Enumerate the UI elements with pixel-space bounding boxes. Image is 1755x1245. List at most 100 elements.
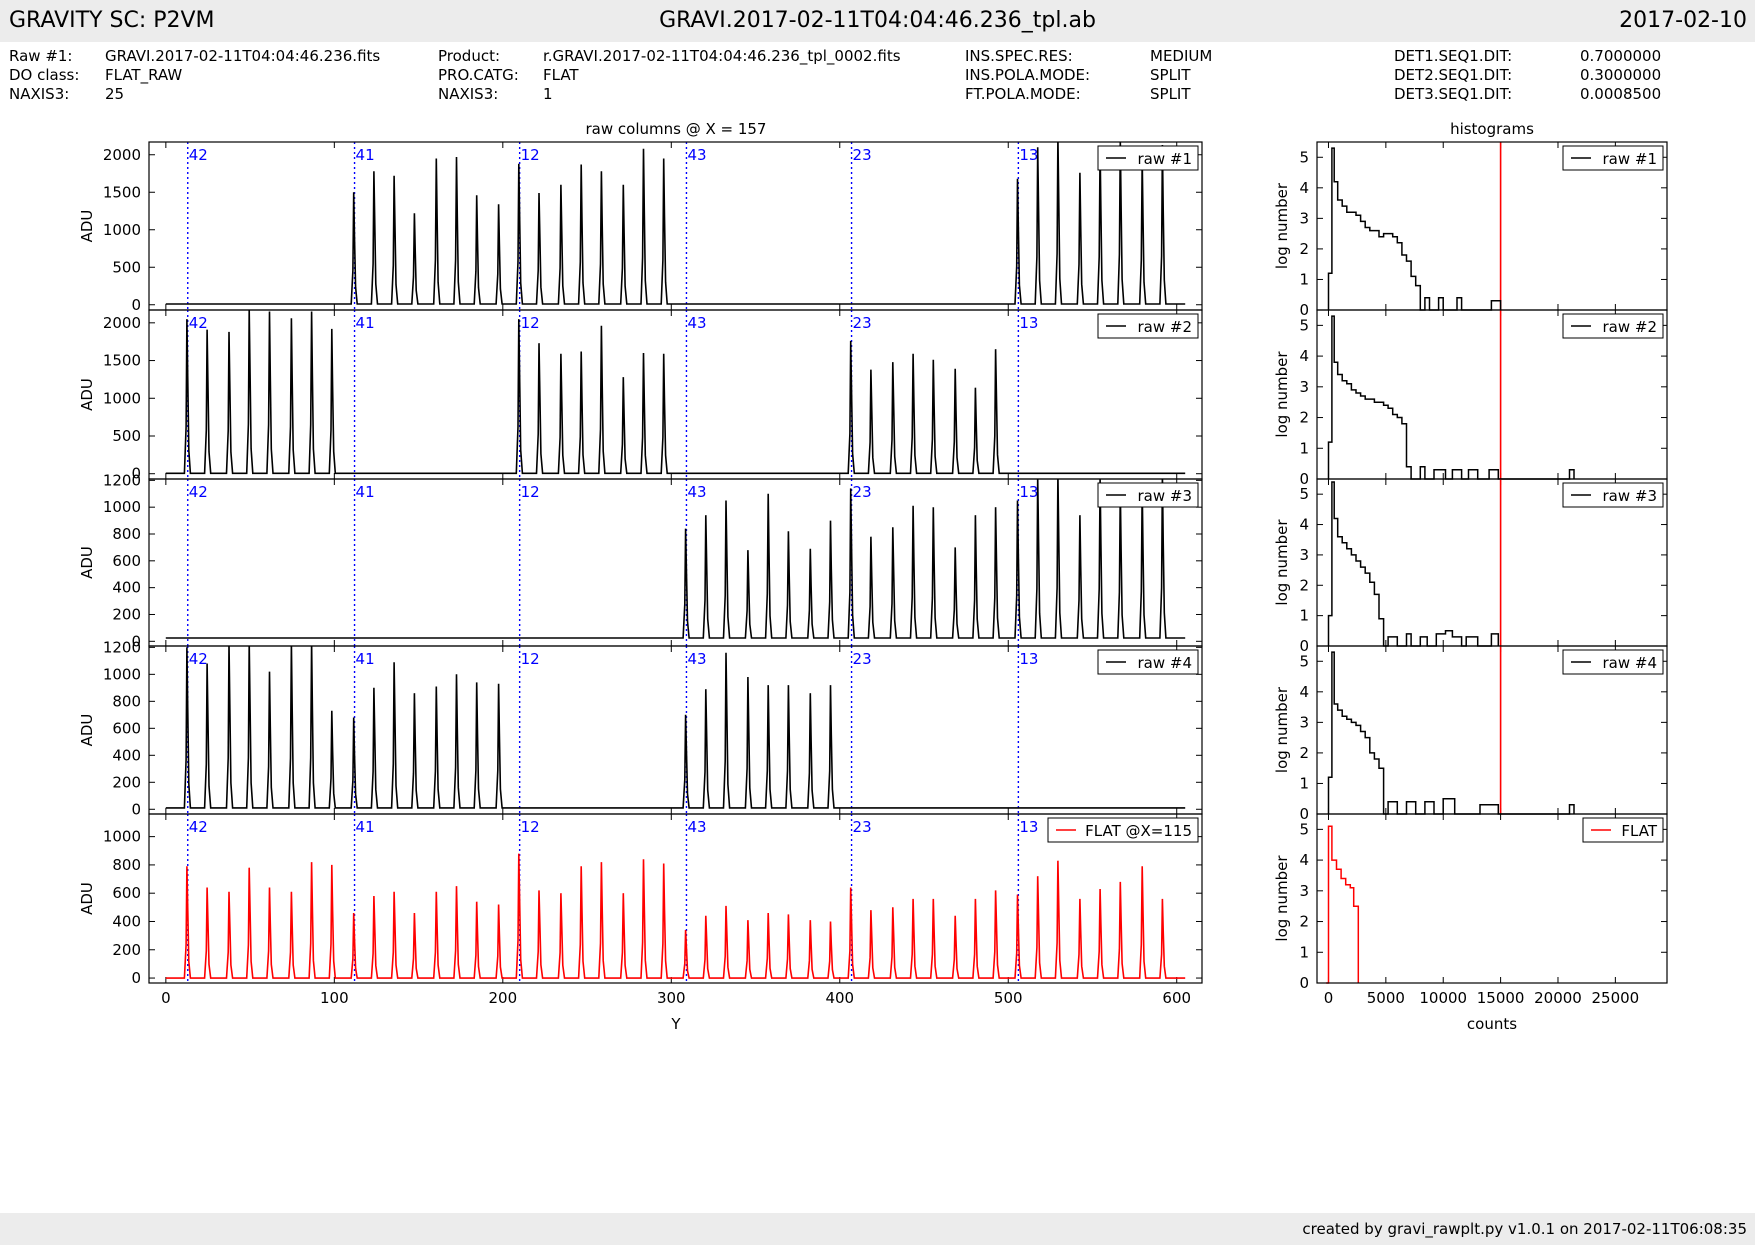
hist-panel-frame [1316,813,1668,984]
raw-ytick-label: 1000 [103,221,141,239]
info-value: FLAT [543,66,579,84]
raw-legend-label: raw #2 [1137,318,1192,336]
raw-panel-frame [148,309,1203,480]
raw-panel-frame [148,478,1203,647]
raw-columns-title: raw columns @ X = 157 [586,120,767,138]
info-value: FLAT_RAW [105,66,183,84]
histograms-title: histograms [1450,120,1534,138]
info-value: r.GRAVI.2017-02-11T04:04:46.236_tpl_0002… [543,47,901,65]
hist-ytick-label: 1 [1299,943,1309,961]
info-key: NAXIS3: [438,85,499,103]
hist-xtick-label: 20000 [1534,989,1582,1007]
raw-ytick-label: 0 [131,296,141,314]
raw-legend-label: raw #4 [1137,654,1192,672]
hist-ytick-label: 2 [1299,744,1309,762]
fiber-marker-label: 23 [853,818,872,836]
raw-ytick-label: 2000 [103,314,141,332]
raw-series-line [165,310,1186,475]
info-key: INS.POLA.MODE: [965,66,1091,84]
raw-ytick-label: 200 [112,941,141,959]
hist-ytick-label: 3 [1299,546,1309,564]
info-value: GRAVI.2017-02-11T04:04:46.236.fits [105,47,381,65]
raw-ytick-label: 1200 [103,638,141,656]
hist-ytick-label: 3 [1299,209,1309,227]
hist-ytick-label: 0 [1299,805,1309,823]
raw-xtick-label: 300 [657,989,686,1007]
raw-panel-frame [148,813,1203,984]
raw-legend-label: raw #1 [1137,150,1192,168]
hist-yaxis-label: log number [1273,519,1291,606]
raw-ytick-label: 1500 [103,352,141,370]
hist-ytick-label: 5 [1299,485,1309,503]
fiber-marker-label: 13 [1019,650,1038,668]
raw-ytick-label: 1500 [103,183,141,201]
raw-yaxis-label: ADU [78,210,96,243]
info-value: 1 [543,85,553,103]
hist-ytick-label: 2 [1299,240,1309,258]
hist-yaxis-label: log number [1273,686,1291,773]
fiber-marker-label: 41 [356,314,375,332]
hist-ytick-label: 3 [1299,713,1309,731]
info-key: DET1.SEQ1.DIT: [1394,47,1513,65]
hist-ytick-label: 2 [1299,913,1309,931]
hist-ytick-label: 3 [1299,882,1309,900]
hist-legend-label: FLAT [1621,822,1657,840]
hist-legend-label: raw #1 [1602,150,1657,168]
hist-ytick-label: 1 [1299,439,1309,457]
info-key: INS.SPEC.RES: [965,47,1073,65]
info-value: MEDIUM [1150,47,1213,65]
raw-yaxis-label: ADU [78,714,96,747]
raw-ytick-label: 2000 [103,146,141,164]
info-value: 0.7000000 [1580,47,1662,65]
hist-ytick-label: 3 [1299,378,1309,396]
fiber-marker-label: 42 [189,483,208,501]
header-right: 2017-02-10 [1619,8,1747,33]
header-left: GRAVITY SC: P2VM [9,8,215,33]
fiber-marker-label: 23 [853,483,872,501]
fiber-marker-label: 13 [1019,483,1038,501]
raw-ytick-label: 200 [112,605,141,623]
raw-series-line [165,479,1186,639]
hist-legend-label: raw #3 [1602,487,1657,505]
info-key: FT.POLA.MODE: [965,85,1081,103]
raw-ytick-label: 600 [112,884,141,902]
raw-series-line [165,142,1186,305]
histogram-line [1327,651,1575,815]
info-key: NAXIS3: [9,85,70,103]
hist-xtick-label: 10000 [1419,989,1467,1007]
fiber-marker-label: 23 [853,314,872,332]
fiber-marker-label: 43 [687,818,706,836]
raw-xtick-label: 0 [161,989,171,1007]
hist-ytick-label: 1 [1299,774,1309,792]
hist-ytick-label: 4 [1299,516,1309,534]
raw-xtick-label: 400 [825,989,854,1007]
footer-text: created by gravi_rawplt.py v1.0.1 on 201… [1302,1220,1747,1238]
hist-legend-box [1562,313,1664,339]
info-key: Product: [438,47,501,65]
raw-ytick-label: 0 [131,632,141,650]
raw-ytick-label: 600 [112,719,141,737]
hist-yaxis-label: log number [1273,855,1291,942]
info-value: 0.0008500 [1580,85,1662,103]
hist-ytick-label: 1 [1299,607,1309,625]
raw-ytick-label: 1000 [103,389,141,407]
raw-series-line [165,853,1186,979]
hist-ytick-label: 4 [1299,851,1309,869]
hist-legend-label: raw #4 [1602,654,1657,672]
raw-ytick-label: 500 [112,258,141,276]
raw-panel-frame [148,141,1203,311]
header-banner: GRAVITY SC: P2VM GRAVI.2017-02-11T04:04:… [0,0,1755,42]
fiber-marker-label: 13 [1019,818,1038,836]
raw-xaxis-label: Y [670,1015,681,1033]
raw-ytick-label: 1000 [103,828,141,846]
fiber-marker-label: 12 [521,650,540,668]
raw-ytick-label: 0 [131,800,141,818]
hist-xtick-label: 5000 [1367,989,1405,1007]
fiber-marker-label: 13 [1019,314,1038,332]
fiber-marker-label: 13 [1019,146,1038,164]
raw-ytick-label: 0 [131,969,141,987]
raw-ytick-label: 400 [112,912,141,930]
histogram-line [1327,147,1502,311]
fiber-marker-label: 42 [189,146,208,164]
